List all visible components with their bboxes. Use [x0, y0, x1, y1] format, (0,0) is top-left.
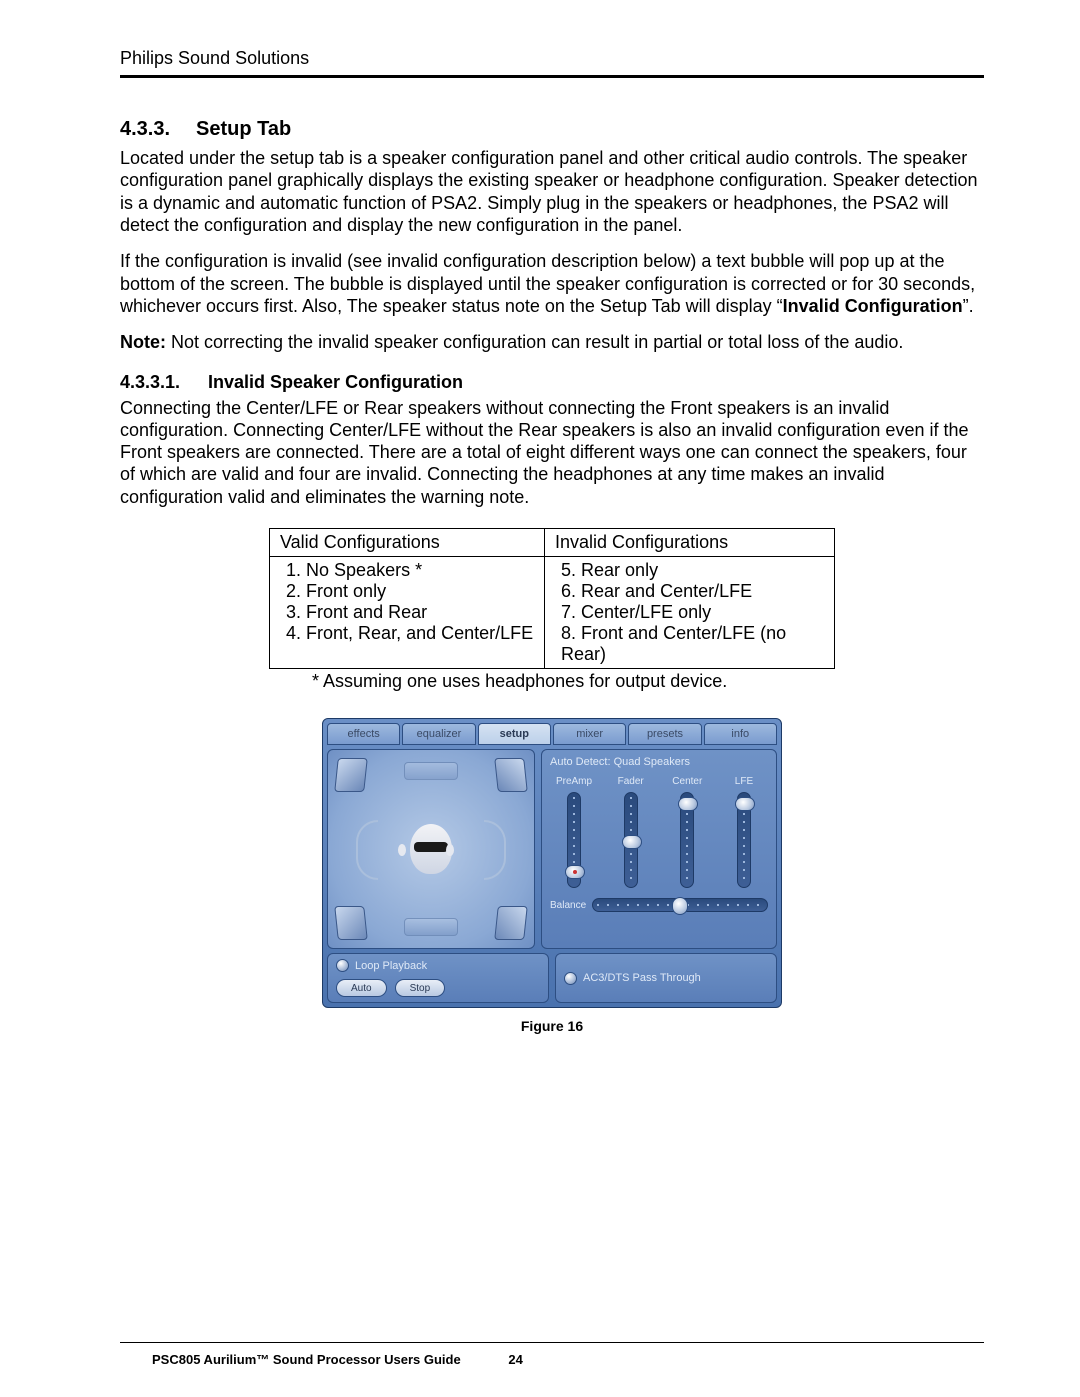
tab-equalizer[interactable]: equalizer	[402, 723, 475, 745]
loop-label: Loop Playback	[355, 960, 427, 972]
slider-label: PreAmp	[552, 776, 596, 788]
loop-box: Loop Playback Auto Stop	[327, 953, 549, 1003]
subsection-title: Invalid Speaker Configuration	[208, 372, 463, 392]
tab-effects[interactable]: effects	[327, 723, 400, 745]
slider-preamp: PreAmp	[552, 776, 596, 888]
slider-thumb[interactable]	[735, 797, 755, 811]
footer-title: PSC805 Aurilium™ Sound Processor Users G…	[152, 1352, 461, 1367]
section-heading: 4.3.3.Setup Tab	[120, 118, 984, 141]
list-item: Front and Rear	[286, 602, 536, 623]
list-item: Front, Rear, and Center/LFE	[286, 623, 536, 644]
speaker-front-right-icon[interactable]	[494, 758, 528, 792]
subsection-heading: 4.3.3.1.Invalid Speaker Configuration	[120, 372, 984, 393]
balance-thumb[interactable]	[672, 897, 688, 915]
footer-page: 24	[508, 1352, 522, 1367]
paragraph-intro: Located under the setup tab is a speaker…	[120, 147, 984, 236]
status-text: Auto Detect: Quad Speakers	[550, 756, 768, 768]
slider-track[interactable]	[567, 792, 581, 888]
paragraph-invalid: If the configuration is invalid (see inv…	[120, 250, 984, 317]
slider-label: LFE	[722, 776, 766, 788]
slider-track[interactable]	[680, 792, 694, 888]
slider-thumb[interactable]	[622, 835, 642, 849]
list-item: Rear only	[561, 560, 826, 581]
slider-thumb[interactable]	[565, 865, 585, 879]
slider-label: Center	[665, 776, 709, 788]
paragraph-note: Note: Not correcting the invalid speaker…	[120, 331, 984, 353]
tab-info[interactable]: info	[704, 723, 777, 745]
section-title: Setup Tab	[196, 118, 291, 140]
stop-button[interactable]: Stop	[395, 979, 446, 997]
slider-track[interactable]	[737, 792, 751, 888]
header-rule	[120, 75, 984, 78]
th-invalid: Invalid Configurations	[545, 529, 835, 557]
slider-track[interactable]	[624, 792, 638, 888]
table-footnote: * Assuming one uses headphones for outpu…	[312, 671, 984, 692]
footer-rule	[120, 1342, 984, 1343]
td-valid: No Speakers *Front onlyFront and RearFro…	[270, 557, 545, 669]
speaker-front-left-icon[interactable]	[334, 758, 368, 792]
slider-center: Center	[665, 776, 709, 888]
tab-presets[interactable]: presets	[628, 723, 701, 745]
section-number: 4.3.3.	[120, 118, 196, 141]
slider-lfe: LFE	[722, 776, 766, 888]
footer: PSC805 Aurilium™ Sound Processor Users G…	[152, 1352, 523, 1367]
auto-button[interactable]: Auto	[336, 979, 387, 997]
list-item: Front and Center/LFE (no Rear)	[561, 623, 826, 665]
list-item: No Speakers *	[286, 560, 536, 581]
speaker-sub-icon	[404, 918, 458, 936]
th-valid: Valid Configurations	[270, 529, 545, 557]
slider-label: Fader	[609, 776, 653, 788]
page-header: Philips Sound Solutions	[120, 48, 984, 69]
tab-mixer[interactable]: mixer	[553, 723, 626, 745]
listener-head-icon	[405, 824, 457, 882]
setup-panel: effectsequalizersetupmixerpresetsinfo	[322, 718, 782, 1008]
paragraph-sub: Connecting the Center/LFE or Rear speake…	[120, 397, 984, 509]
list-item: Center/LFE only	[561, 602, 826, 623]
slider-thumb[interactable]	[678, 797, 698, 811]
passthrough-label: AC3/DTS Pass Through	[583, 972, 701, 984]
controls-box: Auto Detect: Quad Speakers PreAmp Fader Ce…	[541, 749, 777, 949]
arc-right-icon	[484, 820, 506, 880]
passthrough-box: AC3/DTS Pass Through	[555, 953, 777, 1003]
arc-left-icon	[356, 820, 378, 880]
loop-checkbox[interactable]	[336, 959, 349, 972]
speaker-diagram	[327, 749, 535, 949]
list-item: Rear and Center/LFE	[561, 581, 826, 602]
tab-bar: effectsequalizersetupmixerpresetsinfo	[327, 723, 777, 745]
figure-caption: Figure 16	[322, 1018, 782, 1034]
subsection-number: 4.3.3.1.	[120, 372, 208, 393]
balance-slider[interactable]	[592, 898, 768, 912]
speaker-rear-left-icon[interactable]	[334, 906, 368, 940]
config-table: Valid Configurations Invalid Configurati…	[269, 528, 835, 669]
speaker-center-icon	[404, 762, 458, 780]
passthrough-checkbox[interactable]	[564, 972, 577, 985]
speaker-rear-right-icon[interactable]	[494, 906, 528, 940]
list-item: Front only	[286, 581, 536, 602]
td-invalid: Rear onlyRear and Center/LFECenter/LFE o…	[545, 557, 835, 669]
slider-fader: Fader	[609, 776, 653, 888]
tab-setup[interactable]: setup	[478, 723, 551, 745]
balance-label: Balance	[550, 900, 586, 911]
